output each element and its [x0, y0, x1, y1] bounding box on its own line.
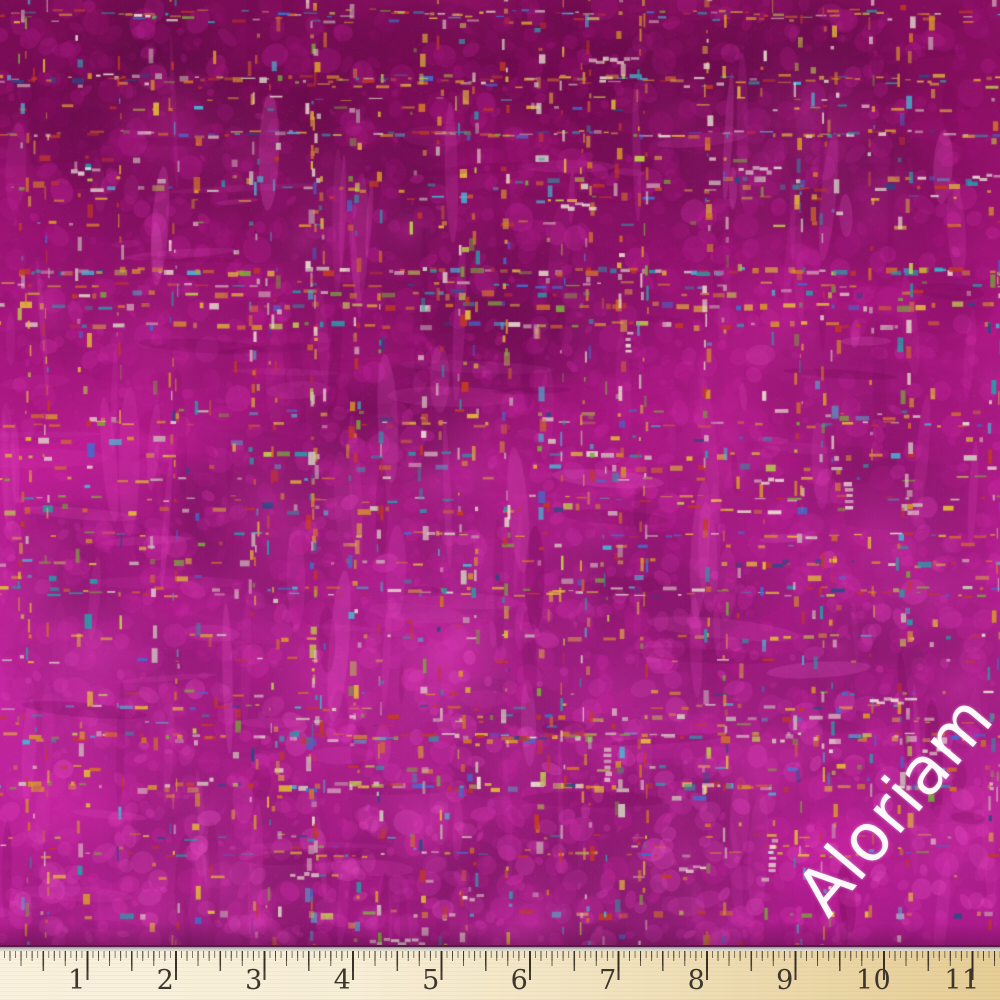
ruler-face: 1 2 3 4 5 6 7 8 9 10 11	[0, 951, 1000, 1000]
ruler-number: 3	[245, 965, 263, 996]
ruler-number: 7	[599, 965, 617, 996]
ruler-number: 4	[333, 965, 352, 996]
ruler-number: 5	[422, 965, 440, 996]
ruler-number: 10	[855, 965, 892, 996]
ruler-number: 9	[776, 965, 794, 996]
ruler-shadow-line	[0, 945, 1000, 947]
ruler-number: 8	[687, 965, 706, 996]
ruler-number: 1	[68, 965, 86, 996]
ruler-number: 11	[944, 965, 980, 996]
ruler-number: 2	[156, 965, 175, 996]
ruler-number: 6	[510, 965, 529, 996]
ruler-metal-edge	[0, 947, 1000, 951]
ruler: 1 2 3 4 5 6 7 8 9 10 11	[0, 945, 1000, 1000]
fabric-texture-image	[0, 0, 1000, 945]
